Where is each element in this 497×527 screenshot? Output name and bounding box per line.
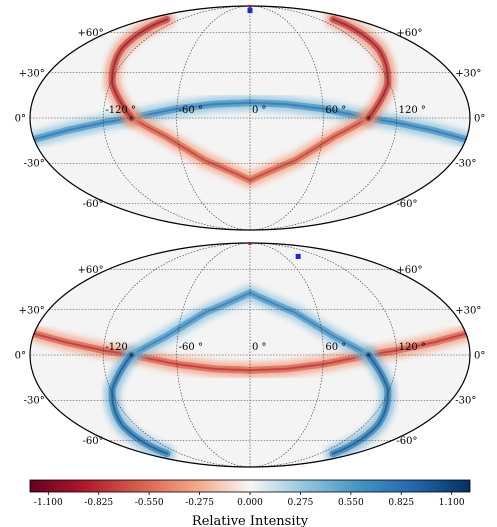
lat-labels-left: +60° +30° 0° -30° -60° [15, 28, 104, 210]
lon-labels: -120 ° -60 ° 0 ° 60 ° 120 ° [105, 105, 426, 116]
pole-tick [248, 5, 252, 8]
meridian-line [176, 6, 251, 230]
lat-label-right: +60° [396, 28, 422, 39]
colorbar-tick-label: -0.550 [135, 498, 164, 508]
lat-label-left: 0° [15, 351, 26, 362]
lat-label-left: +60° [78, 265, 104, 276]
map-panel-top: -120 ° -60 ° 0 ° 60 ° 120 ° +60° +30° 0° -30° -60… [15, 5, 485, 231]
band-3-core [332, 354, 389, 455]
colorbar-tick-label: 0.275 [288, 498, 314, 508]
pole-marker [248, 5, 252, 8]
band-node-1 [366, 352, 371, 358]
lat-label-left: +30° [19, 68, 45, 79]
lat-label-right: 0° [474, 351, 485, 362]
map-panel-bottom: -120 -60 ° 0 ° 60 ° 120 °+60°+30°0°-30°-60°+… [15, 242, 485, 468]
band-nodes [129, 115, 371, 121]
colorbar-tick-label: 0.550 [338, 498, 364, 508]
lon-label: 60 ° [325, 105, 346, 116]
lat-label-left: +60° [78, 28, 104, 39]
meridian-line [176, 243, 251, 467]
colorbar-tick-label: 0.825 [388, 498, 414, 508]
pole-marker [248, 242, 252, 245]
lon-label: 120 ° [399, 105, 426, 116]
lat-label-left: +30° [19, 305, 45, 316]
lat-label-left: 0° [15, 114, 26, 125]
colorbar-tick-label: -1.100 [34, 498, 63, 508]
lon-label: 120 ° [399, 342, 426, 353]
lat-label-right: +60° [396, 265, 422, 276]
lon-label: 60 ° [325, 342, 346, 353]
lat-label-left: -30° [24, 159, 45, 170]
lat-label-right: 0° [474, 114, 485, 125]
band-node-0 [129, 115, 134, 121]
graticule [30, 243, 470, 467]
lat-labels-right: +60° +30° 0° -30° -60° [396, 265, 485, 447]
lat-label-right: -60° [396, 199, 417, 210]
colorbar-tick-label: 1.100 [439, 498, 465, 508]
lat-label-right: +30° [455, 305, 481, 316]
lat-labels-right: +60° +30° 0° -30° -60° [396, 28, 485, 210]
lat-label-left: -30° [24, 396, 45, 407]
lon-label: -120 [105, 342, 127, 353]
colorbar-tick-label: 0.000 [237, 498, 263, 508]
colorbar: -1.100 -0.825 -0.550 -0.275 0.000 0.275 0.550 0… [29, 479, 471, 527]
band-nodes [129, 352, 371, 358]
lat-label-left: -60° [83, 199, 104, 210]
lon-label: -120 ° [105, 105, 136, 116]
pole-tick [248, 242, 252, 245]
lat-label-right: +30° [455, 68, 481, 79]
colorbar-tick-label: -0.825 [84, 498, 113, 508]
colorbar-gradient [29, 479, 471, 493]
graticule [30, 6, 470, 230]
band-node-0 [129, 352, 134, 358]
lon-label: 0 ° [252, 342, 267, 353]
lon-label: 0 ° [252, 105, 267, 116]
lon-label: -60 ° [179, 342, 203, 353]
source-marker [247, 8, 253, 14]
lon-label: -60 ° [179, 105, 203, 116]
lat-label-right: -30° [455, 159, 476, 170]
source-marker [295, 253, 301, 259]
lat-labels-left: +60° +30° 0° -30° -60° [15, 265, 104, 447]
band-2-core [111, 354, 168, 455]
lat-label-left: -60° [83, 436, 104, 447]
lon-labels: -120 -60 ° 0 ° 60 ° 120 ° [105, 342, 426, 353]
colorbar-title: Relative Intensity [192, 514, 309, 527]
colorbar-tick-label: -0.275 [185, 498, 214, 508]
lat-label-right: -30° [455, 396, 476, 407]
band-1-core [130, 117, 370, 182]
band-3-core [332, 18, 389, 119]
band-2-core [111, 18, 168, 119]
band-node-1 [366, 115, 371, 121]
lat-label-right: -60° [396, 436, 417, 447]
